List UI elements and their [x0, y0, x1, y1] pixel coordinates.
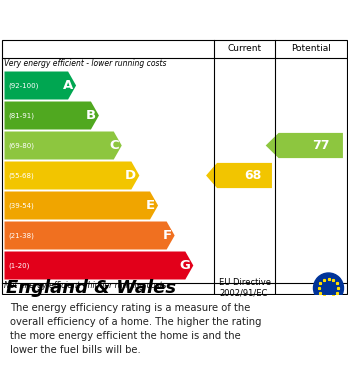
Text: A: A	[63, 79, 73, 92]
Text: 77: 77	[312, 139, 329, 152]
Text: Very energy efficient - lower running costs: Very energy efficient - lower running co…	[5, 59, 167, 68]
Polygon shape	[206, 163, 272, 188]
Text: E: E	[146, 199, 155, 212]
Text: B: B	[86, 109, 96, 122]
Text: The energy efficiency rating is a measure of the
overall efficiency of a home. T: The energy efficiency rating is a measur…	[10, 303, 262, 355]
Text: C: C	[109, 139, 119, 152]
Text: Current: Current	[228, 44, 262, 53]
Text: (69-80): (69-80)	[8, 142, 34, 149]
Text: 68: 68	[244, 169, 261, 182]
Text: D: D	[125, 169, 136, 182]
Polygon shape	[5, 131, 122, 160]
Polygon shape	[5, 161, 140, 190]
Polygon shape	[5, 102, 99, 129]
Text: Not energy efficient - higher running costs: Not energy efficient - higher running co…	[5, 282, 167, 291]
Text: Potential: Potential	[291, 44, 331, 53]
Text: (92-100): (92-100)	[8, 82, 39, 89]
Text: F: F	[163, 229, 172, 242]
Polygon shape	[5, 72, 76, 99]
Text: (55-68): (55-68)	[8, 172, 34, 179]
Text: EU Directive
2002/91/EC: EU Directive 2002/91/EC	[219, 278, 271, 298]
Text: England & Wales: England & Wales	[7, 279, 177, 297]
Circle shape	[314, 273, 343, 303]
Polygon shape	[5, 221, 175, 249]
Polygon shape	[5, 251, 193, 280]
Polygon shape	[266, 133, 343, 158]
Text: Energy Efficiency Rating: Energy Efficiency Rating	[9, 10, 238, 28]
Text: (1-20): (1-20)	[8, 262, 30, 269]
Text: (81-91): (81-91)	[8, 112, 34, 119]
Text: G: G	[180, 259, 190, 272]
Polygon shape	[5, 192, 158, 219]
Text: (39-54): (39-54)	[8, 202, 34, 209]
Text: (21-38): (21-38)	[8, 232, 34, 239]
